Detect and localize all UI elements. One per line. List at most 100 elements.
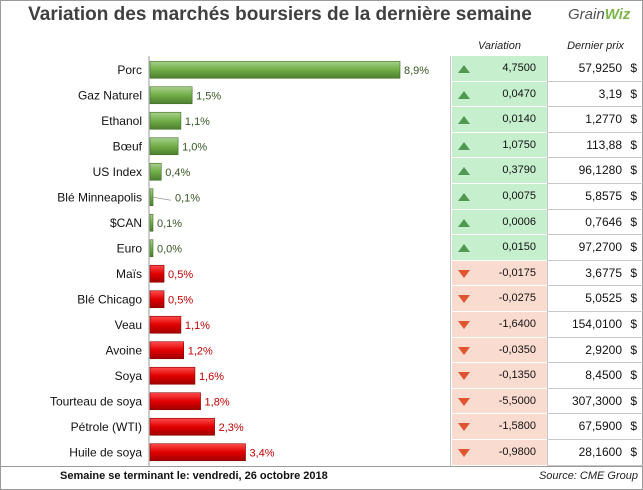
bar bbox=[149, 60, 401, 79]
triangle-up-icon bbox=[458, 244, 470, 253]
category-label: Huile de soya bbox=[69, 445, 142, 459]
price-cell: 97,2700 $ bbox=[547, 235, 643, 261]
value-label: 1,0% bbox=[182, 141, 207, 153]
category-label: Blé Chicago bbox=[77, 292, 142, 306]
currency-symbol: $ bbox=[630, 189, 637, 203]
price-cell: 57,9250 $ bbox=[547, 56, 643, 82]
triangle-down-icon bbox=[458, 372, 470, 381]
bar bbox=[149, 443, 246, 462]
table-row: -0,0275 5,0525 $ bbox=[452, 286, 643, 312]
category-label: Gaz Naturel bbox=[78, 88, 142, 102]
category-label: US Index bbox=[93, 165, 142, 179]
table-row: 0,0470 3,19 $ bbox=[452, 81, 643, 108]
value-label: 0,5% bbox=[168, 269, 193, 281]
variation-value: -0,0175 bbox=[498, 266, 536, 279]
value-label: 0,0% bbox=[157, 243, 182, 255]
bar bbox=[149, 392, 201, 411]
variation-value: -5,5000 bbox=[498, 394, 536, 407]
currency-symbol: $ bbox=[630, 393, 637, 408]
price-value: 2,9200 bbox=[585, 342, 622, 357]
bar bbox=[149, 264, 165, 283]
category-label: Blé Minneapolis bbox=[57, 190, 142, 204]
value-label: 0,1% bbox=[175, 192, 200, 204]
currency-symbol: $ bbox=[630, 291, 637, 306]
table-row: 0,0140 1,2770 $ bbox=[452, 107, 643, 133]
currency-symbol: $ bbox=[630, 265, 637, 280]
variation-cell: -1,5800 bbox=[452, 414, 547, 440]
currency-symbol: $ bbox=[630, 214, 637, 229]
value-label: 0,5% bbox=[168, 294, 193, 306]
variation-value: 0,0470 bbox=[502, 87, 536, 100]
table-row: -1,6400 154,0100 $ bbox=[452, 312, 643, 338]
currency-symbol: $ bbox=[630, 317, 637, 331]
category-label: Avoine bbox=[106, 343, 143, 357]
table-separator bbox=[450, 56, 451, 466]
variation-value: 0,0140 bbox=[502, 113, 536, 126]
bar bbox=[149, 290, 165, 309]
category-label: Tourteau de soya bbox=[50, 394, 142, 408]
triangle-up-icon bbox=[458, 141, 470, 150]
value-label: 1,5% bbox=[196, 90, 221, 102]
currency-symbol: $ bbox=[630, 163, 637, 178]
table-row: 0,3790 96,1280 $ bbox=[452, 158, 643, 184]
price-cell: 8,4500 $ bbox=[547, 363, 643, 389]
table-row: -0,9800 28,1600 $ bbox=[452, 440, 643, 466]
triangle-up-icon bbox=[458, 193, 470, 201]
chart-title: Variation des marchés boursiers de la de… bbox=[28, 4, 532, 25]
footer-divider bbox=[0, 466, 643, 467]
value-label: 2,3% bbox=[219, 422, 244, 434]
bar bbox=[149, 341, 185, 360]
variation-cell: 0,0075 bbox=[452, 184, 547, 210]
bar bbox=[149, 213, 154, 232]
label-leader-line bbox=[152, 196, 172, 201]
triangle-down-icon bbox=[458, 397, 470, 406]
table-row: -0,1350 8,4500 $ bbox=[452, 363, 643, 389]
currency-symbol: $ bbox=[630, 112, 637, 127]
footer-source: Source: CME Group bbox=[538, 470, 638, 482]
triangle-down-icon bbox=[458, 269, 470, 278]
table-row: -0,0175 3,6775 $ bbox=[452, 260, 643, 287]
value-label: 0,4% bbox=[165, 167, 190, 179]
category-label: Ethanol bbox=[101, 114, 142, 128]
triangle-up-icon bbox=[458, 65, 470, 73]
currency-symbol: $ bbox=[630, 419, 637, 434]
bar bbox=[149, 111, 182, 130]
currency-symbol: $ bbox=[630, 342, 637, 357]
variation-cell: -0,0275 bbox=[452, 286, 547, 312]
value-label: 1,2% bbox=[188, 345, 213, 357]
value-label: 1,1% bbox=[185, 116, 210, 128]
price-value: 154,0100 bbox=[571, 317, 622, 331]
price-value: 57,9250 bbox=[578, 61, 622, 75]
header-dernier-prix: Dernier prix bbox=[567, 40, 624, 52]
triangle-up-icon bbox=[458, 116, 470, 125]
price-value: 3,6775 bbox=[585, 265, 622, 280]
triangle-up-icon bbox=[458, 90, 470, 99]
table-row: 0,0075 5,8575 $ bbox=[452, 184, 643, 210]
currency-symbol: $ bbox=[630, 86, 637, 101]
table-row: -1,5800 67,5900 $ bbox=[452, 414, 643, 440]
header-variation: Variation bbox=[477, 40, 521, 52]
currency-symbol: $ bbox=[630, 445, 637, 459]
price-value: 8,4500 bbox=[585, 368, 622, 383]
variation-cell: -0,9800 bbox=[452, 440, 547, 466]
price-value: 307,3000 bbox=[571, 393, 622, 408]
variation-value: 0,0006 bbox=[502, 215, 536, 228]
bar bbox=[149, 315, 182, 334]
variation-cell: -0,0175 bbox=[452, 260, 547, 287]
category-label: Euro bbox=[117, 241, 143, 255]
price-value: 1,2770 bbox=[585, 112, 622, 127]
logo-text-wiz: Wiz bbox=[604, 6, 631, 23]
price-value: 67,5900 bbox=[578, 419, 622, 434]
currency-symbol: $ bbox=[630, 61, 637, 75]
triangle-down-icon bbox=[458, 423, 470, 432]
price-cell: 154,0100 $ bbox=[547, 312, 643, 338]
triangle-down-icon bbox=[458, 321, 470, 329]
price-cell: 1,2770 $ bbox=[547, 107, 643, 133]
price-value: 28,1600 bbox=[578, 445, 622, 459]
price-cell: 2,9200 $ bbox=[547, 337, 643, 364]
bar bbox=[149, 188, 154, 207]
variation-cell: -5,5000 bbox=[452, 388, 547, 415]
price-cell: 5,8575 $ bbox=[547, 184, 643, 210]
price-cell: 113,88 $ bbox=[547, 132, 643, 159]
variation-value: 0,3790 bbox=[502, 164, 536, 177]
